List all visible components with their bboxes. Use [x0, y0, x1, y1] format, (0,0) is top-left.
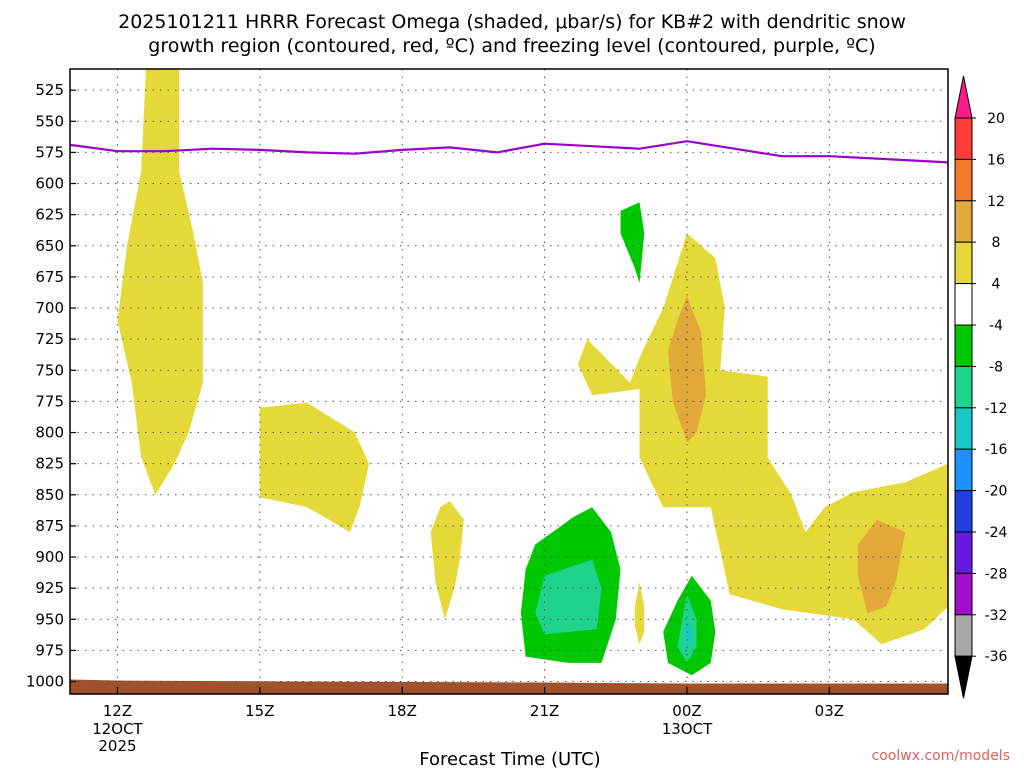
- x-tick-sublabel-year: 2025: [98, 737, 136, 755]
- y-tick-label: 925: [35, 579, 64, 597]
- x-tick-label: 15Z: [245, 702, 274, 720]
- omega-region-0: [117, 69, 203, 495]
- colorbar-segment: [954, 324, 973, 367]
- y-tick-label: 575: [35, 143, 64, 161]
- terrain-band: [70, 679, 948, 694]
- colorbar-label: -20: [985, 484, 1008, 500]
- y-tick-label: 975: [35, 641, 64, 659]
- freezing-level-contour: [69, 140, 949, 164]
- colorbar-segment: [954, 117, 973, 160]
- y-tick-label: 875: [35, 517, 64, 535]
- freezing-level-line: [69, 140, 949, 164]
- y-tick-label: 950: [35, 610, 64, 628]
- omega-region-1: [259, 402, 369, 533]
- x-tick-label: 00Z: [672, 702, 701, 720]
- colorbar-label: 8: [992, 235, 1001, 251]
- colorbar-label: 4: [992, 277, 1001, 293]
- y-tick-label: 550: [35, 112, 64, 130]
- colorbar-segment: [954, 158, 973, 202]
- y-tick-label: 675: [35, 268, 64, 286]
- colorbar-segment: [954, 448, 973, 492]
- x-tick-sublabel-date: 12OCT: [92, 720, 143, 738]
- omega-region-3: [577, 233, 948, 645]
- colorbar-label: -8: [989, 359, 1003, 375]
- x-axis-label: Forecast Time (UTC): [419, 749, 600, 768]
- y-tick-label: 825: [35, 455, 64, 473]
- y-tick-label: 650: [35, 237, 64, 255]
- colorbar-label: -12: [985, 401, 1008, 417]
- colorbar-segment: [954, 365, 973, 409]
- colorbar-label: -24: [985, 525, 1008, 541]
- chart-title-line1: 2025101211 HRRR Forecast Omega (shaded, …: [118, 11, 906, 33]
- y-tick-label: 625: [35, 206, 64, 224]
- y-tick-label: 900: [35, 548, 64, 566]
- omega-region-4: [634, 581, 645, 645]
- omega-region-2: [430, 501, 464, 620]
- colorbar-segment: [954, 572, 973, 616]
- y-tick-label: 725: [35, 330, 64, 348]
- y-tick-label: 800: [35, 424, 64, 442]
- colorbar-segment: [954, 241, 973, 285]
- x-tick-label: 03Z: [815, 702, 844, 720]
- y-tick-label: 775: [35, 392, 64, 410]
- colorbar-label: -36: [985, 649, 1008, 665]
- y-tick-label: 850: [35, 486, 64, 504]
- chart-title-line2: growth region (contoured, red, ºC) and f…: [148, 35, 875, 57]
- y-tick-label: 750: [35, 361, 64, 379]
- colorbar-segment: [954, 490, 973, 533]
- terrain-fill: [70, 679, 948, 694]
- colorbar-label: 12: [987, 194, 1005, 210]
- colorbar-top-arrow: [954, 75, 973, 119]
- credit-text: coolwx.com/models: [872, 748, 1010, 764]
- y-tick-label: 525: [35, 81, 64, 99]
- colorbar-label: 16: [987, 152, 1005, 168]
- colorbar-segment: [954, 407, 973, 450]
- omega-region-6: [857, 519, 906, 614]
- x-tick-sublabel-date: 13OCT: [662, 720, 713, 738]
- colorbar: 20 16 12 8 4 -4 -8 -12 -16 -20 -24 -28 -32 -36: [954, 75, 1008, 699]
- colorbar-segment: [954, 283, 973, 326]
- x-tick-label: 12Z: [103, 702, 132, 720]
- y-axis-ticks: 525 550 575 600 625 650 675 700 725 750 775 800 825 8…: [26, 81, 76, 691]
- plot-frame: [69, 68, 949, 695]
- colorbar-segment: [954, 614, 973, 657]
- omega-region-10: [535, 559, 602, 635]
- x-tick-label: 18Z: [388, 702, 417, 720]
- colorbar-bottom-arrow: [954, 655, 973, 699]
- colorbar-label: -32: [985, 608, 1008, 624]
- omega-shaded-regions: [117, 69, 948, 676]
- colorbar-label: 20: [987, 111, 1005, 127]
- y-tick-label: 600: [35, 175, 64, 193]
- omega-region-7: [620, 202, 645, 284]
- colorbar-label: -16: [985, 442, 1008, 458]
- omega-region-12: [684, 619, 692, 651]
- colorbar-segment: [954, 200, 973, 243]
- y-tick-label: 700: [35, 299, 64, 317]
- colorbar-label: -4: [989, 318, 1003, 334]
- colorbar-label: -28: [985, 566, 1008, 582]
- x-tick-label: 21Z: [530, 702, 559, 720]
- y-tick-label: 1000: [26, 673, 64, 691]
- colorbar-segment: [954, 531, 973, 574]
